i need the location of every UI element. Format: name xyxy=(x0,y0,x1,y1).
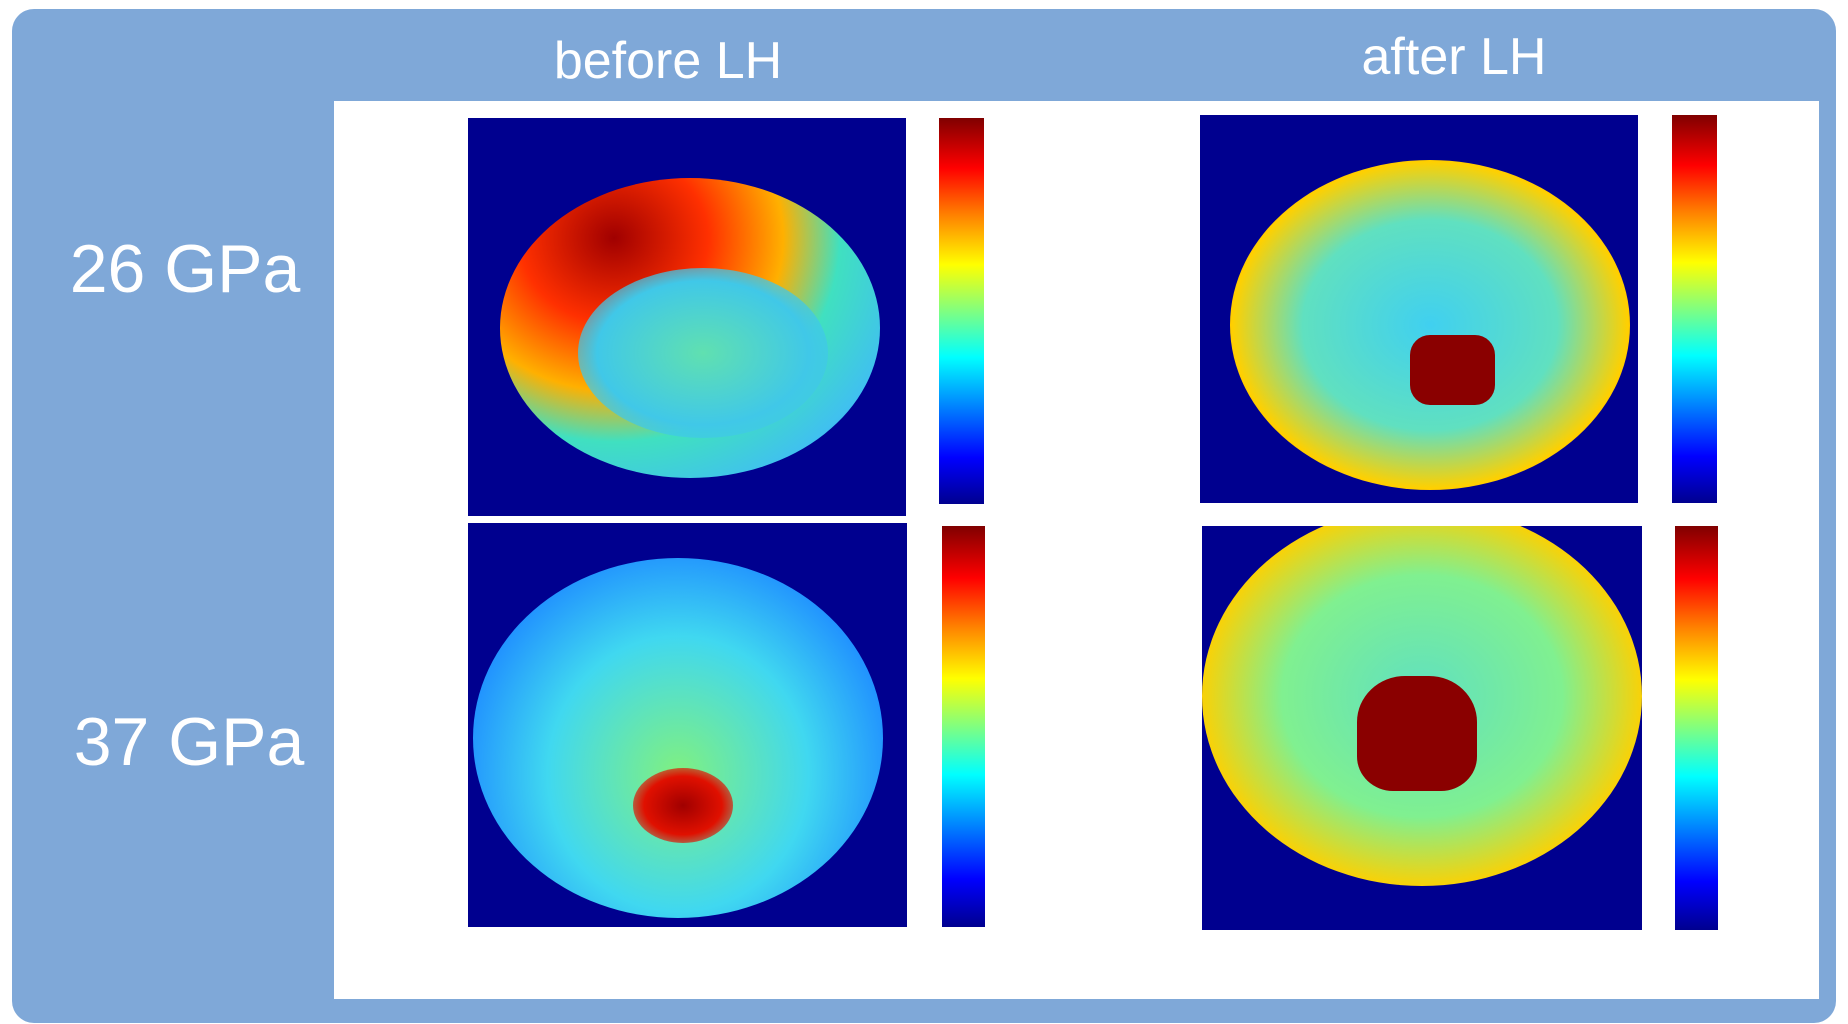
row-label: 37 GPa xyxy=(73,704,305,780)
column-title: after LH xyxy=(1361,28,1547,86)
heatmap-hotspot xyxy=(1357,676,1477,791)
row-label: 26 GPa xyxy=(69,231,301,307)
heatmap xyxy=(1202,526,1642,930)
heatmap-region xyxy=(473,558,883,918)
heatmap xyxy=(468,118,906,516)
heatmap-region xyxy=(578,268,828,438)
heatmap xyxy=(1200,115,1638,503)
column-title: before LH xyxy=(553,32,783,90)
heatmap-hotspot xyxy=(1410,335,1495,405)
colorbar xyxy=(942,526,985,927)
heatmap xyxy=(468,523,907,927)
colorbar xyxy=(1672,115,1717,503)
heatmap-hotspot xyxy=(633,768,733,843)
heatmap-region xyxy=(1230,160,1630,490)
colorbar xyxy=(939,118,984,504)
colorbar xyxy=(1675,526,1718,930)
